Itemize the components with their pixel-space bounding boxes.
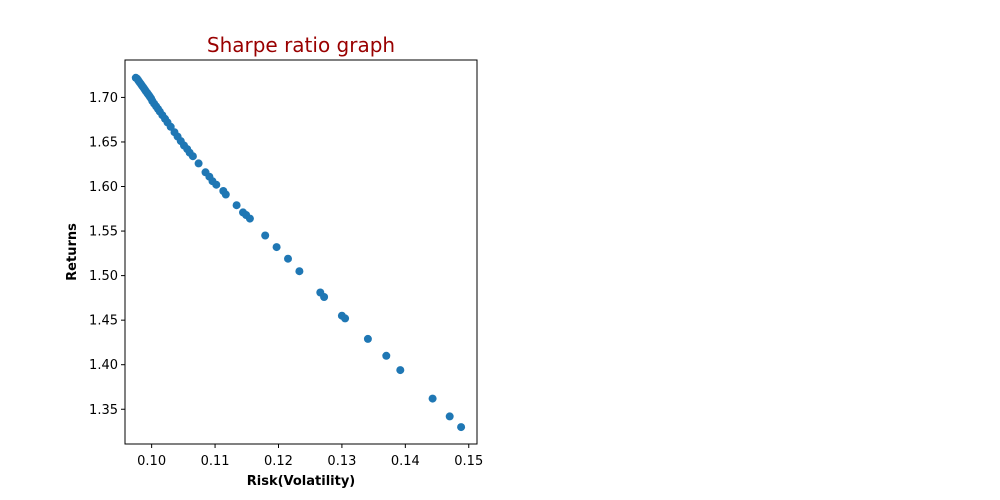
y-axis-ticks: 1.35 1.40 1.45 1.50 1.55 1.60 1.65 1.70 [89,91,125,418]
y-tick-label: 1.70 [89,91,118,106]
x-tick-label: 0.15 [454,454,483,469]
x-axis-label: Risk(Volatility) [247,474,356,489]
y-tick-label: 1.40 [89,358,118,373]
y-axis-label: Returns [65,223,80,281]
scatter-point [221,190,230,199]
x-tick-label: 0.10 [137,454,166,469]
scatter-point [188,152,197,161]
y-tick-label: 1.45 [89,314,118,329]
y-tick-label: 1.35 [89,403,118,418]
scatter-point [445,412,454,421]
scatter-point [212,180,221,189]
scatter-point [341,314,350,323]
x-tick-label: 0.12 [264,454,293,469]
y-tick-label: 1.55 [89,225,118,240]
scatter-point [382,351,391,360]
scatter-point [272,243,281,252]
y-tick-label: 1.65 [89,135,118,150]
x-tick-label: 0.13 [327,454,356,469]
scatter-point [428,394,437,403]
x-tick-label: 0.14 [391,454,420,469]
plot-frame [124,59,478,445]
scatter-point [457,423,466,432]
y-tick-label: 1.60 [89,180,118,195]
y-tick-label: 1.50 [89,269,118,284]
scatter-point [261,231,270,240]
scatter-point [396,366,405,375]
scatter-point [363,334,372,343]
scatter-point [194,159,203,168]
x-tick-label: 0.11 [201,454,230,469]
x-axis-ticks: 0.10 0.11 0.12 0.13 0.14 0.15 [137,444,483,469]
scatter-points [131,73,466,432]
scatter-point [320,293,329,301]
chart-title: Sharpe ratio graph [207,33,395,57]
scatter-point [284,254,292,263]
scatter-point [295,267,304,276]
scatter-point [232,201,241,210]
scatter-point [245,214,254,223]
